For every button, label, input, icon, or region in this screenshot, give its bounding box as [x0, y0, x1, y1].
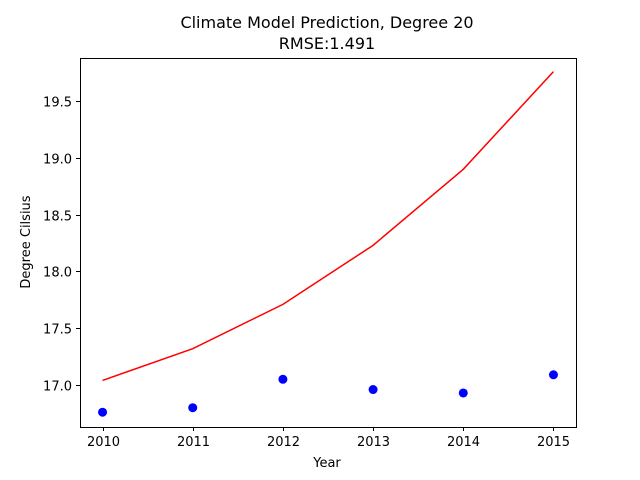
- y-tick-label-5: 19.5: [43, 96, 72, 111]
- axes-frame: [80, 58, 577, 428]
- series-0-point-1: [188, 403, 198, 413]
- plot-area: 2010 2011 2012 2013 2014 2015 17.0 17.5 18.0 18.5…: [43, 58, 577, 450]
- series-1-line: [102, 71, 555, 382]
- series-0-point-2: [278, 374, 288, 384]
- x-tick-label-4: 2014: [447, 435, 480, 450]
- series-0-point-3: [368, 385, 378, 395]
- series-0-point-4: [458, 388, 468, 398]
- x-axis-label: Year: [312, 456, 341, 471]
- chart-title: Climate Model Prediction, Degree 20: [180, 13, 473, 32]
- x-tick-label-2: 2012: [267, 435, 300, 450]
- series-0-point-0: [98, 407, 108, 417]
- series-0-point-5: [548, 370, 558, 380]
- y-tick-label-4: 19.0: [43, 153, 72, 168]
- x-tick-label-0: 2010: [87, 435, 120, 450]
- chart-subtitle: RMSE:1.491: [279, 34, 375, 53]
- y-tick-label-3: 18.5: [43, 210, 72, 225]
- x-tick-label-3: 2013: [357, 435, 390, 450]
- y-tick-label-2: 18.0: [43, 266, 72, 281]
- x-tick-label-1: 2011: [177, 435, 210, 450]
- y-tick-label-1: 17.5: [43, 323, 72, 338]
- y-axis-label: Degree Cilsius: [19, 195, 34, 288]
- y-tick-label-0: 17.0: [43, 380, 72, 395]
- x-tick-label-5: 2015: [537, 435, 570, 450]
